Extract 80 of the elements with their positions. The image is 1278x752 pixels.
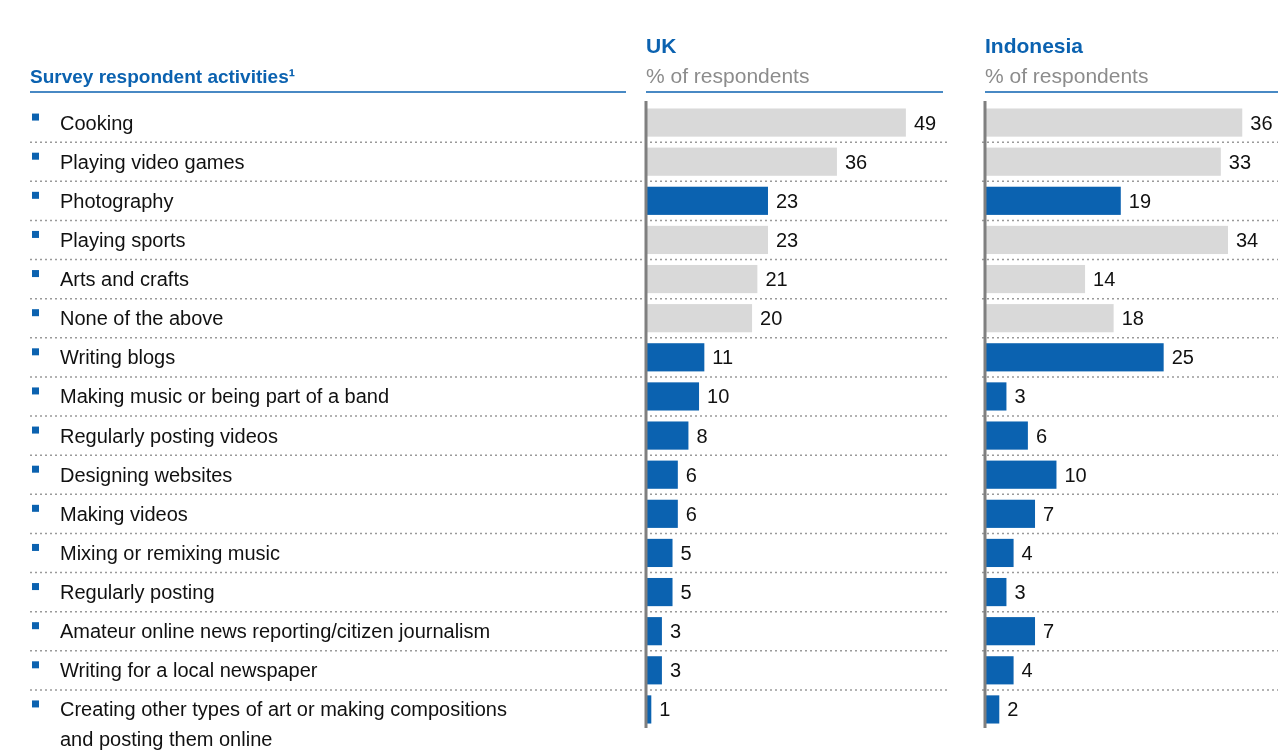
- bar: [646, 147, 837, 176]
- bar: [646, 577, 673, 607]
- data-label: 34: [1235, 228, 1259, 251]
- bar: [985, 147, 1221, 176]
- bar: [985, 617, 1036, 646]
- y-tick-label: Regularly posting: [60, 581, 215, 604]
- bar: [985, 186, 1121, 215]
- data-label: 11: [712, 346, 734, 369]
- bar: [646, 186, 768, 215]
- data-label: 2: [1007, 698, 1019, 721]
- data-label: 20: [760, 307, 783, 330]
- data-label: 36: [1250, 111, 1273, 134]
- y-tick-label: Playing video games: [60, 150, 245, 173]
- bar: [985, 343, 1164, 372]
- bar: [985, 304, 1114, 333]
- bar: [985, 421, 1028, 450]
- bar: [985, 225, 1228, 255]
- bar: [985, 656, 1014, 685]
- chart-subtitle: % of respondents: [985, 64, 1149, 87]
- data-label: 5: [680, 541, 692, 564]
- chart-subtitle: % of respondents: [646, 64, 810, 87]
- data-label: 6: [685, 463, 697, 486]
- chart-title: UK: [646, 34, 677, 57]
- bar: [646, 264, 758, 294]
- bar: [646, 225, 768, 255]
- data-label: 4: [1021, 541, 1033, 564]
- bar: [646, 499, 678, 528]
- y-tick-label: Playing sports: [60, 228, 186, 251]
- bar: [985, 460, 1057, 489]
- y-tick-label: Regularly posting videos: [60, 424, 278, 447]
- data-label: 10: [1064, 463, 1087, 486]
- y-tick-label: Cooking: [60, 111, 134, 134]
- data-label: 3: [669, 620, 682, 643]
- data-label: 4: [1021, 659, 1033, 682]
- data-label: 36: [844, 150, 868, 173]
- bar: [985, 538, 1014, 568]
- y-tick-label: Arts and crafts: [60, 268, 189, 291]
- y-tick-label: Photography: [60, 189, 174, 212]
- data-label: 19: [1128, 189, 1152, 212]
- data-label: 5: [680, 581, 692, 604]
- bar: [646, 108, 906, 137]
- y-tick-label: None of the above: [60, 307, 224, 330]
- bar: [646, 460, 678, 489]
- data-label: 14: [1093, 268, 1116, 291]
- data-label: 49: [913, 111, 937, 134]
- y-tick-label: Mixing or remixing music: [60, 541, 281, 564]
- data-label: 6: [1035, 424, 1047, 447]
- y-tick-label: Writing blogs: [60, 346, 176, 369]
- y-tick-label: Amateur online news reporting/citizen journalism: [60, 620, 491, 643]
- y-axis-title: Survey respondent activities¹: [30, 66, 296, 87]
- bar: [985, 499, 1036, 528]
- data-label: 8: [696, 424, 708, 447]
- data-label: 23: [775, 228, 799, 251]
- bar: [985, 382, 1007, 411]
- data-label: 6: [685, 502, 697, 525]
- data-label: 18: [1121, 307, 1144, 330]
- data-label: 1: [659, 698, 671, 721]
- data-label: 23: [775, 189, 799, 212]
- data-label: 33: [1228, 150, 1252, 173]
- data-label: 3: [1014, 385, 1026, 408]
- data-label: 7: [1043, 620, 1055, 643]
- y-tick-label: Designing websites: [60, 463, 233, 486]
- data-label: 10: [707, 385, 730, 408]
- y-tick-label: Writing for a local newspaper: [60, 659, 318, 682]
- bar: [985, 264, 1086, 294]
- bar: [646, 538, 673, 568]
- bar: [646, 421, 689, 450]
- data-label: 21: [765, 268, 788, 291]
- data-label: 3: [1014, 581, 1026, 604]
- data-label: 25: [1171, 346, 1194, 369]
- data-label: 7: [1043, 502, 1055, 525]
- y-tick-label: Creating other types of art or making compositions and posting them online: [60, 698, 507, 751]
- y-tick-label: Making videos: [60, 502, 188, 525]
- data-label: 3: [669, 659, 682, 682]
- bar: [646, 304, 753, 333]
- bar: [646, 343, 705, 372]
- bar: [646, 382, 700, 411]
- bar: [985, 108, 1243, 137]
- y-tick-label: Making music or being part of a band: [60, 385, 390, 408]
- chart-title: Indonesia: [985, 34, 1084, 57]
